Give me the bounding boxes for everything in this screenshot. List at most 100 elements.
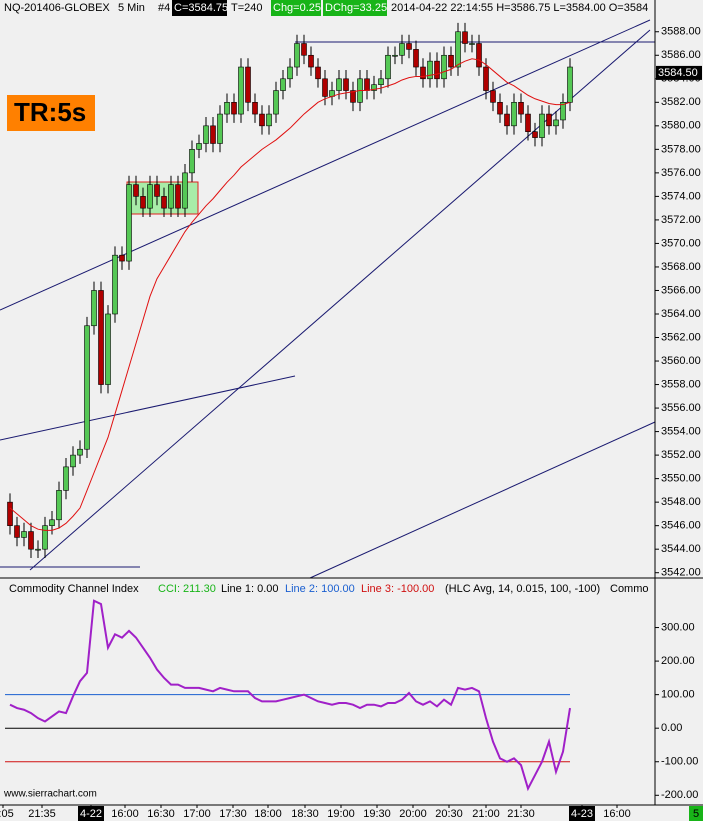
y-tick-label: 3564.00: [661, 308, 701, 320]
symbol: NQ-201406-GLOBEX: [4, 2, 110, 14]
y-tick-label: 3550.00: [661, 473, 701, 485]
candle-body: [462, 31, 468, 44]
candle-body: [483, 66, 489, 91]
candle-body: [539, 113, 545, 138]
moving-average: [9, 58, 571, 531]
candle-body: [399, 43, 405, 56]
candle-body: [238, 66, 244, 115]
x-tick-label: 21:00: [472, 808, 500, 820]
watermark: www.sierrachart.com: [3, 789, 97, 800]
x-tick-label: 1:05: [0, 808, 14, 820]
x-tick-label: 18:30: [291, 808, 319, 820]
level-label: Line 2: 100.00: [285, 583, 355, 595]
y-tick-label: 3560.00: [661, 355, 701, 367]
candle-body: [273, 90, 279, 115]
cci-value: CCI: 211.30: [158, 583, 216, 595]
interval: 5 Min: [118, 2, 145, 14]
candle-body: [427, 60, 433, 80]
candle-body: [350, 90, 356, 103]
candle-body: [371, 84, 377, 91]
candle-body: [343, 78, 349, 91]
corner-box: [689, 806, 703, 821]
candle-body: [420, 66, 426, 80]
cci-params: (HLC Avg, 14, 0.015, 100, -100): [445, 583, 600, 595]
candle-body: [98, 290, 104, 385]
y-tick-label: 3562.00: [661, 331, 701, 343]
y-tick-label: 3546.00: [661, 520, 701, 532]
candle-body: [7, 501, 13, 526]
y-tick-label: 3580.00: [661, 120, 701, 132]
candle-body: [175, 184, 181, 209]
candle-body: [525, 113, 531, 133]
close-box: [172, 0, 227, 16]
candle-body: [91, 290, 97, 327]
last-price-label: 3584.50: [658, 67, 698, 79]
header-info: 2014-04-22 22:14:55 H=3586.75 L=3584.00 …: [391, 2, 648, 14]
candle-body: [133, 184, 139, 197]
candle-body: [497, 102, 503, 115]
level-label: Line 3: -100.00: [361, 583, 434, 595]
y-tick-label: 3574.00: [661, 190, 701, 202]
candle-body: [14, 525, 20, 538]
chg-label: Chg=0.25: [273, 2, 321, 14]
candle-body: [154, 184, 160, 197]
candle-body: [224, 102, 230, 115]
y-tick-label: 3556.00: [661, 402, 701, 414]
candle-body: [434, 60, 440, 80]
candle-body: [560, 102, 566, 121]
x-tick-label: 16:00: [111, 808, 139, 820]
chart-no: #4: [158, 2, 170, 14]
candle-body: [168, 184, 174, 209]
y-tick-label: 100.00: [661, 689, 695, 701]
trend-line: [0, 375, 296, 441]
candle-body: [210, 125, 216, 144]
candle-body: [364, 78, 370, 91]
x-tick-label: 19:00: [327, 808, 355, 820]
candle-body: [476, 43, 482, 68]
trades: T=240: [231, 2, 263, 14]
y-tick-label: 3568.00: [661, 261, 701, 273]
candle-body: [413, 49, 419, 68]
y-tick-label: 3572.00: [661, 214, 701, 226]
candle-body: [546, 113, 552, 127]
dchg-box: [323, 0, 387, 16]
y-tick-label: 3586.00: [661, 49, 701, 61]
x-tick-label: 17:30: [219, 808, 247, 820]
y-tick-label: 3548.00: [661, 496, 701, 508]
candle-body: [406, 43, 412, 50]
candle-body: [567, 66, 573, 103]
candle-body: [504, 113, 510, 127]
candle-body: [392, 54, 398, 57]
badge-box: [7, 95, 95, 131]
y-tick-label: -100.00: [661, 756, 698, 768]
candle-body: [56, 490, 62, 521]
candle-body: [231, 102, 237, 115]
candle-body: [28, 531, 34, 550]
x-tick-label: 4-23: [571, 808, 593, 820]
x-label-box: [569, 806, 595, 821]
y-tick-label: 3576.00: [661, 167, 701, 179]
candle-body: [84, 325, 90, 450]
corner-label: 5: [693, 808, 699, 820]
trend-line: [309, 421, 656, 579]
candle-body: [182, 172, 188, 209]
x-tick-label: 19:30: [363, 808, 391, 820]
candle-body: [315, 66, 321, 80]
x-tick-label: 18:00: [254, 808, 282, 820]
candle-body: [308, 54, 314, 68]
x-label-box: [78, 806, 104, 821]
candle-body: [287, 66, 293, 80]
candle-body: [336, 78, 342, 91]
candle-body: [21, 531, 27, 538]
y-tick-label: 3552.00: [661, 449, 701, 461]
candle-body: [63, 466, 69, 491]
y-tick-label: 3542.00: [661, 567, 701, 579]
candle-body: [203, 125, 209, 144]
candle-body: [266, 113, 272, 127]
cci-line: [9, 599, 571, 792]
badge: TR:5s: [14, 97, 86, 127]
candle-body: [119, 254, 125, 262]
candle-body: [259, 113, 265, 127]
candle-body: [70, 454, 76, 468]
